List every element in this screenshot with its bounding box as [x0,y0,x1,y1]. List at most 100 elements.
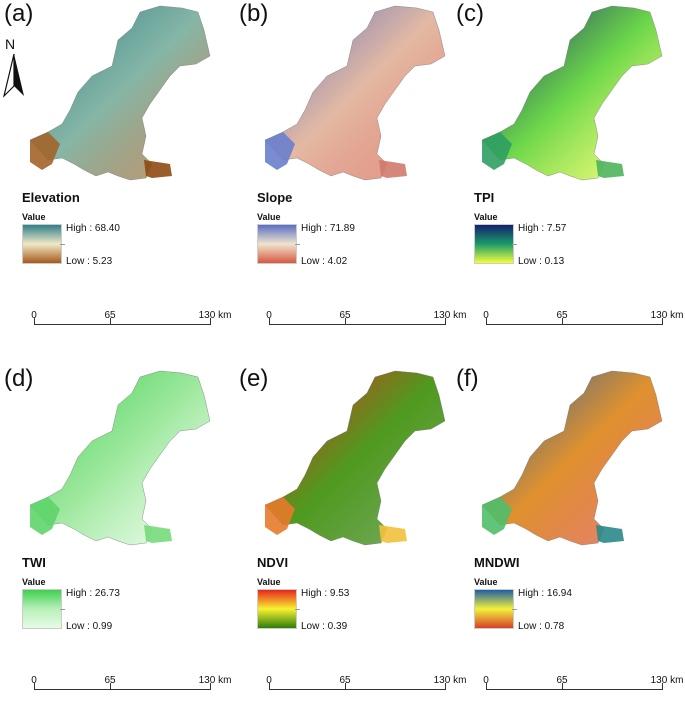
scale-line [269,324,445,325]
scale-tick [562,318,563,325]
legend-high: High : 7.57 [518,223,567,234]
scale-tick [345,683,346,690]
scale-label-130: 130 km [198,310,232,321]
scale-tick [662,318,663,325]
legend-high: High : 26.73 [66,588,120,599]
panel-label: (a) [4,0,34,27]
east-region-shape [379,525,407,543]
scale-label-65: 65 [556,310,568,321]
scale-tick [345,318,346,325]
scale-label-0: 0 [266,675,272,686]
west-region-shape [482,497,512,535]
scale-bar: 0 65 130 km [265,675,466,695]
legend-value-label: Value [22,577,46,587]
legend-low: Low : 0.99 [66,621,113,632]
scale-bar: 0 65 130 km [482,310,683,330]
east-region-shape [144,160,172,178]
legend-low: Low : 0.13 [518,256,565,267]
map-image [481,370,663,546]
legend-title: Slope [257,190,293,205]
legend-mid-tick [295,609,300,610]
legend-color-ramp [22,589,62,629]
legend-color-ramp [257,589,297,629]
scale-label-0: 0 [31,675,37,686]
scale-tick [445,318,446,325]
panel-label: (e) [239,365,269,392]
legend-high: High : 71.89 [301,223,355,234]
scale-label-130: 130 km [433,675,467,686]
scale-bar: 0 65 130 km [30,675,231,695]
study-area-shape [481,5,663,181]
map-image [264,370,446,546]
scale-tick [110,683,111,690]
map-panel-e: (e) NDVI Value High : 9.53 Low : 0.39 0 [235,365,466,725]
scale-label-65: 65 [104,310,116,321]
scale-line [34,324,210,325]
scale-label-130: 130 km [650,675,684,686]
legend-low: Low : 5.23 [66,256,113,267]
map-image [29,5,211,181]
scale-tick [34,318,35,325]
map-panel-a: (a) Elevation Value High : 68.40 Low : 5… [0,0,231,360]
scale-tick [562,683,563,690]
scale-tick [210,318,211,325]
scale-tick [110,318,111,325]
legend-low: Low : 4.02 [301,256,348,267]
legend-value-label: Value [22,212,46,222]
west-region-shape [30,132,60,170]
map-image [264,5,446,181]
panel-label: (c) [456,0,484,27]
legend-high: High : 68.40 [66,223,120,234]
north-arrow: N [0,36,28,100]
scale-label-0: 0 [266,310,272,321]
scale-line [34,689,210,690]
scale-tick [210,683,211,690]
legend-title: NDVI [257,555,289,570]
legend-mid-tick [512,609,517,610]
scale-line [269,689,445,690]
legend-mid-tick [512,244,517,245]
panel-label: (b) [239,0,269,27]
study-area-shape [264,5,446,181]
map-panel-b: (b) Slope Value High : 71.89 Low : 4.02 [235,0,466,360]
scale-tick [486,318,487,325]
map-image [481,5,663,181]
west-region-shape [265,497,295,535]
map-panel-c: (c) TPI Value High : 7.57 Low : 0.13 0 [452,0,683,360]
legend-low: Low : 0.78 [518,621,565,632]
scale-bar: 0 65 130 km [30,310,231,330]
scale-tick [445,683,446,690]
scale-label-65: 65 [104,675,116,686]
legend-value-label: Value [257,212,281,222]
scale-bar: 0 65 130 km [482,675,683,695]
map-panel-d: (d) TWI Value High : 26.73 Low : 0.99 0 [0,365,231,725]
scale-tick [662,683,663,690]
legend-color-ramp [474,589,514,629]
scale-label-0: 0 [483,675,489,686]
scale-label-65: 65 [339,310,351,321]
west-region-shape [265,132,295,170]
study-area-shape [481,370,663,546]
panel-label: (d) [4,365,34,392]
east-region-shape [596,525,624,543]
scale-label-130: 130 km [198,675,232,686]
legend-color-ramp [22,224,62,264]
scale-label-65: 65 [556,675,568,686]
legend-high: High : 16.94 [518,588,572,599]
west-region-shape [482,132,512,170]
scale-tick [269,683,270,690]
legend-title: Elevation [22,190,80,205]
legend-title: TWI [22,555,46,570]
scale-tick [486,683,487,690]
legend-mid-tick [60,244,65,245]
legend-high: High : 9.53 [301,588,350,599]
west-region-shape [30,497,60,535]
scale-label-65: 65 [339,675,351,686]
scale-label-0: 0 [483,310,489,321]
legend-mid-tick [60,609,65,610]
east-region-shape [144,525,172,543]
map-panel-f: (f) MNDWI Value High : 16.94 Low : 0.78 [452,365,683,725]
legend-title: MNDWI [474,555,520,570]
east-region-shape [379,160,407,178]
scale-line [486,689,662,690]
